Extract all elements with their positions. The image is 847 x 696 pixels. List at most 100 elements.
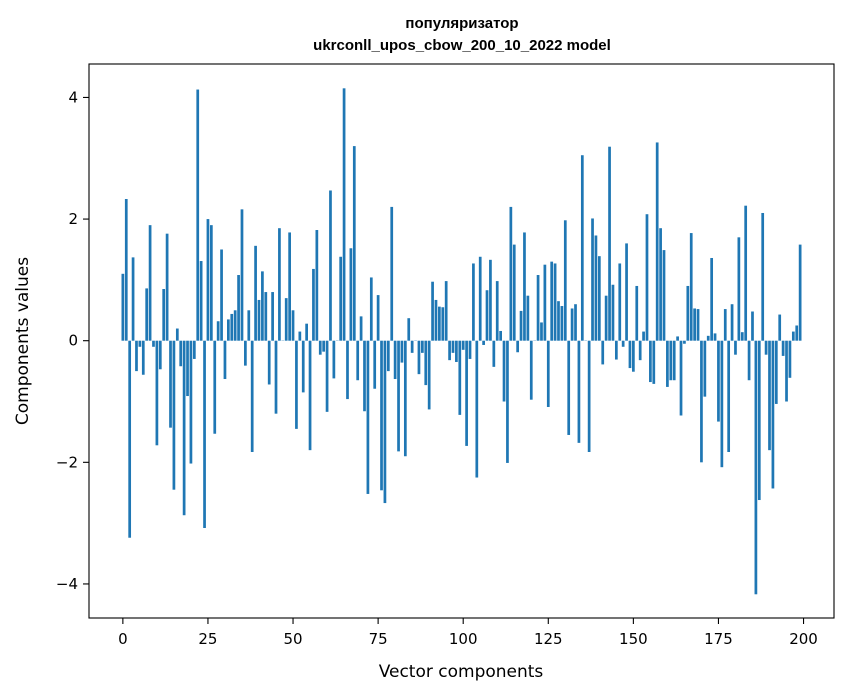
- bar-55: [308, 340, 312, 451]
- bar-24: [203, 340, 206, 528]
- bar-122: [536, 275, 540, 341]
- bar-177: [723, 309, 727, 341]
- bar-138: [591, 218, 594, 341]
- x-tick-label: 125: [534, 630, 563, 648]
- bar-79: [390, 206, 394, 341]
- bar-82: [400, 340, 404, 363]
- bar-4: [135, 340, 138, 372]
- bar-149: [628, 340, 632, 369]
- bar-116: [516, 340, 520, 353]
- bar-66: [346, 340, 349, 400]
- bar-37: [247, 310, 251, 341]
- bar-12: [162, 289, 166, 341]
- bar-87: [417, 340, 421, 375]
- bar-95: [444, 281, 448, 341]
- bar-42: [264, 292, 268, 341]
- bar-157: [655, 142, 659, 341]
- bar-165: [683, 340, 686, 344]
- bar-160: [666, 340, 669, 387]
- bar-72: [366, 340, 370, 494]
- bar-41: [261, 271, 264, 341]
- bar-92: [434, 299, 438, 341]
- bar-143: [608, 146, 611, 341]
- bar-40: [257, 299, 261, 341]
- bar-198: [795, 325, 799, 341]
- bar-52: [298, 331, 302, 341]
- bar-11: [158, 340, 162, 370]
- bar-88: [421, 340, 424, 353]
- bar-71: [363, 340, 366, 412]
- bar-199: [798, 244, 802, 341]
- bar-103: [472, 263, 475, 341]
- bar-179: [730, 304, 734, 341]
- bar-146: [618, 263, 622, 341]
- bar-117: [519, 310, 523, 341]
- plot-frame: [88, 63, 835, 619]
- bar-167: [689, 233, 693, 341]
- bar-0: [121, 273, 125, 341]
- bar-60: [325, 340, 329, 412]
- bar-140: [597, 256, 601, 341]
- y-tick-label: −2: [56, 453, 78, 471]
- bar-61: [329, 190, 332, 341]
- bar-98: [455, 340, 458, 362]
- bar-75: [376, 295, 380, 341]
- bar-176: [720, 340, 724, 468]
- bar-77: [383, 340, 387, 504]
- bar-125: [546, 340, 550, 407]
- bar-70: [359, 316, 363, 341]
- bar-45: [274, 340, 278, 414]
- bar-7: [145, 288, 149, 341]
- bar-183: [744, 205, 748, 341]
- bar-59: [322, 340, 326, 352]
- bar-108: [489, 259, 492, 341]
- bar-166: [686, 285, 690, 341]
- bar-1: [124, 199, 128, 341]
- bar-32: [230, 313, 234, 341]
- bar-123: [540, 322, 543, 341]
- bar-34: [237, 275, 240, 341]
- bar-19: [186, 340, 189, 397]
- bar-131: [567, 340, 571, 435]
- bar-163: [676, 336, 679, 341]
- bar-43: [267, 340, 271, 385]
- bar-172: [706, 335, 710, 341]
- bar-158: [659, 228, 662, 341]
- bar-186: [754, 340, 758, 595]
- bar-197: [791, 331, 795, 341]
- bar-83: [403, 340, 407, 457]
- bar-194: [781, 340, 785, 356]
- bar-111: [499, 330, 502, 341]
- bar-188: [761, 212, 765, 341]
- bar-141: [601, 340, 605, 365]
- bar-18: [182, 340, 186, 516]
- bar-139: [594, 235, 598, 341]
- bar-126: [550, 261, 554, 341]
- bar-81: [397, 340, 400, 452]
- bar-129: [560, 306, 564, 341]
- x-tick-label: 200: [789, 630, 818, 648]
- bar-191: [771, 340, 775, 489]
- bar-33: [233, 310, 237, 341]
- bar-67: [349, 248, 353, 341]
- bar-189: [764, 340, 768, 355]
- bar-182: [740, 332, 744, 341]
- bar-133: [574, 304, 577, 341]
- bar-102: [468, 340, 472, 359]
- bar-25: [206, 219, 210, 341]
- bar-20: [189, 340, 193, 464]
- bar-100: [461, 340, 465, 350]
- y-tick-label: 4: [68, 88, 78, 106]
- bar-76: [380, 340, 383, 491]
- bar-36: [244, 340, 247, 366]
- bar-68: [352, 146, 356, 341]
- bar-175: [717, 340, 720, 422]
- bar-113: [506, 340, 509, 463]
- bar-6: [141, 340, 145, 375]
- bar-150: [632, 340, 635, 372]
- y-tick-label: 2: [68, 210, 78, 228]
- bar-170: [700, 340, 703, 463]
- bar-190: [768, 340, 771, 451]
- bar-187: [757, 340, 761, 501]
